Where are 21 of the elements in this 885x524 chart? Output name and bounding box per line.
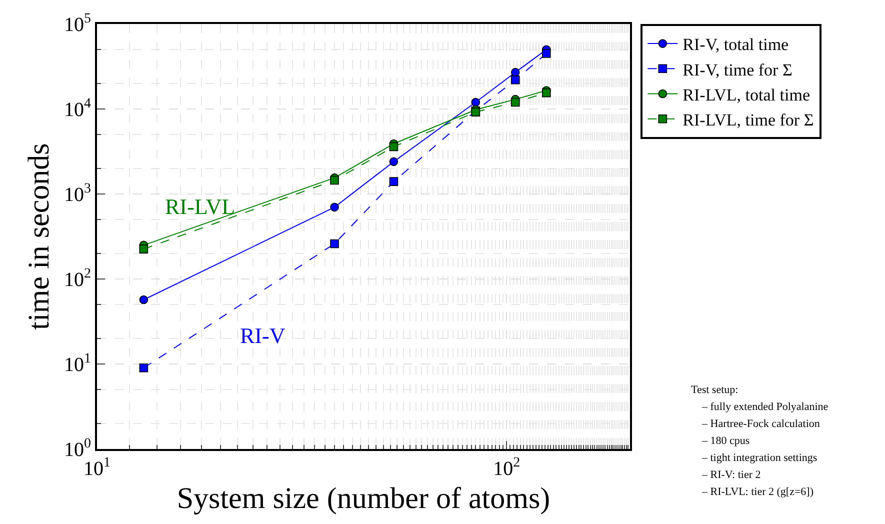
text: – tight integration settings (701, 452, 818, 464)
y-tick-label: 10$^{2}$ (64, 266, 91, 291)
y-tick-label: 10$^{4}$ (64, 96, 91, 121)
text: – Hartree-Fock calculation (701, 418, 820, 430)
text: – 180 cpus (701, 435, 750, 447)
annotation: RI-V (240, 323, 286, 348)
y-tick-label: 10$^{5}$ (64, 12, 91, 36)
text: – RI-V: tier 2 (701, 469, 761, 481)
annotation: RI-LVL (165, 194, 236, 219)
y-axis-title: time in seconds (22, 143, 56, 330)
legend-label: RI-LVL, time for Σ (682, 110, 814, 130)
x-axis-title: System size (number of atoms) (176, 482, 550, 515)
legend-label: RI-V, total time (682, 35, 789, 54)
text: – fully extended Polyalanine (701, 401, 828, 413)
y-tick-label: 10$^{3}$ (64, 182, 91, 206)
y-tick-label: 10$^{0}$ (64, 436, 91, 461)
legend-label: RI-LVL, total time (682, 85, 810, 104)
text: Test setup: (691, 384, 738, 396)
text: – RI-LVL: tier 2 (g[z=6]) (701, 486, 814, 498)
y-tick-label: 10$^{1}$ (64, 352, 91, 376)
legend-label: RI-V, time for Σ (682, 60, 792, 80)
